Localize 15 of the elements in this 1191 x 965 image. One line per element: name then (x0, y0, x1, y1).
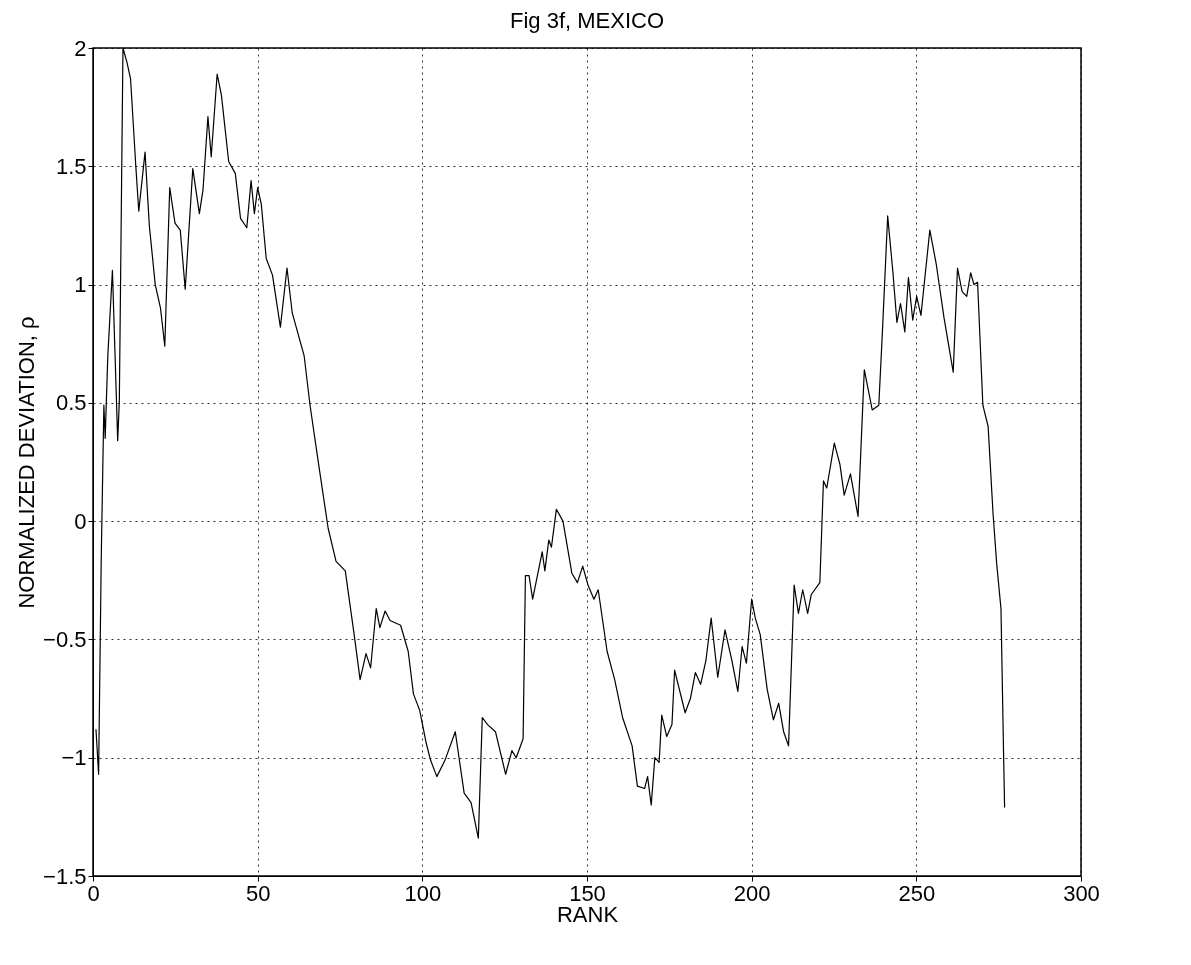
y-tick-label: 0 (74, 508, 87, 534)
y-tick-label: 0.5 (55, 390, 87, 416)
y-axis-title: NORMALIZED DEVIATION, ρ (14, 316, 40, 609)
chart-title: Fig 3f, MEXICO (509, 8, 665, 33)
x-tick-label: 300 (1063, 880, 1100, 906)
y-tick-label: 2 (74, 35, 87, 61)
y-tick-label: −0.5 (43, 626, 87, 652)
x-tick-label: 200 (733, 880, 771, 906)
x-tick-label: 100 (404, 880, 442, 906)
y-tick-label: −1 (61, 745, 87, 771)
x-tick-label: 50 (245, 880, 271, 906)
y-tick-label: 1.5 (55, 153, 87, 179)
y-tick-label: −1.5 (43, 863, 87, 889)
x-tick-label: 250 (898, 880, 936, 906)
y-tick-label: 1 (74, 272, 87, 298)
